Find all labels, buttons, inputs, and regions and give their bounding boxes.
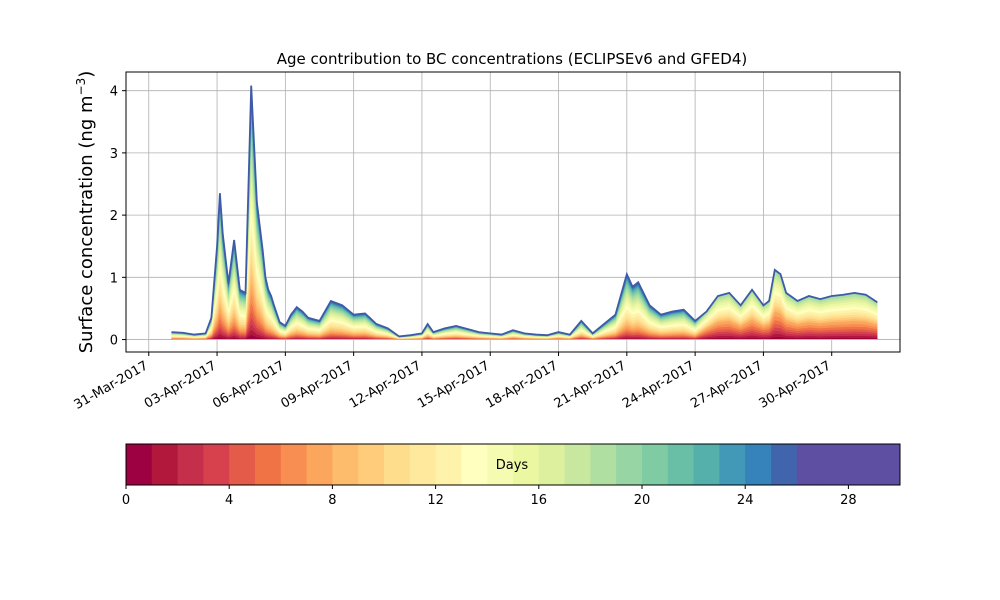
colorbar-band <box>487 444 514 485</box>
y-tick-label: 3 <box>110 147 118 162</box>
x-tick-label: 09-Apr-2017 <box>279 358 356 411</box>
x-tick-label: 24-Apr-2017 <box>620 358 697 411</box>
colorbar-band <box>564 444 591 485</box>
colorbar-tick-label: 8 <box>328 493 336 508</box>
x-tick-label: 12-Apr-2017 <box>347 358 424 411</box>
colorbar-band <box>538 444 566 485</box>
plot-frame <box>125 71 901 353</box>
colorbar-band <box>693 444 720 485</box>
colorbar-band <box>358 444 385 485</box>
colorbar-band <box>796 444 824 485</box>
colorbar-band <box>771 444 798 485</box>
colorbar-band <box>848 444 875 485</box>
x-tick-label: 31-Mar-2017 <box>72 358 151 412</box>
colorbar-tick-label: 4 <box>225 493 233 508</box>
colorbar-frame <box>125 443 901 486</box>
colorbar-band <box>435 444 462 485</box>
y-axis-label: Surface concentration (ng m−3) <box>74 71 97 354</box>
x-tick-label: 18-Apr-2017 <box>483 358 560 411</box>
x-tick-label: 21-Apr-2017 <box>552 358 629 411</box>
colorbar-tick-label: 20 <box>634 493 651 508</box>
colorbar-label: Days <box>496 458 529 473</box>
colorbar-tick-label: 0 <box>122 493 130 508</box>
colorbar-band <box>719 444 746 485</box>
plot-area: 31-Mar-201703-Apr-201706-Apr-201709-Apr-… <box>72 71 901 413</box>
colorbar-band <box>177 444 204 485</box>
colorbar-band <box>616 444 643 485</box>
colorbar-band <box>461 444 488 485</box>
colorbar-band <box>306 444 333 485</box>
colorbar-band <box>822 444 849 485</box>
y-tick-label: 0 <box>110 334 118 349</box>
colorbar-band <box>280 444 308 485</box>
colorbar-band <box>255 444 282 485</box>
colorbar-band <box>745 444 772 485</box>
colorbar-band <box>642 444 669 485</box>
colorbar-tick-label: 24 <box>737 493 754 508</box>
y-tick-label: 2 <box>110 209 118 224</box>
chart-title: Age contribution to BC concentrations (E… <box>277 50 748 68</box>
colorbar-band <box>409 444 437 485</box>
colorbar-band <box>874 444 901 485</box>
total-concentration-line <box>171 85 878 338</box>
colorbar-band <box>126 444 153 485</box>
colorbar-band <box>590 444 617 485</box>
colorbar-band <box>332 444 359 485</box>
colorbar: 0 4 8 12 16 20 24 28 <box>122 443 901 508</box>
colorbar-band <box>151 444 179 485</box>
colorbar-tick-label: 28 <box>840 493 857 508</box>
colorbar-band <box>513 444 540 485</box>
y-tick-label: 1 <box>110 271 118 286</box>
colorbar-tick-label: 12 <box>427 493 444 508</box>
x-tick-label: 30-Apr-2017 <box>757 358 834 411</box>
x-tick-label: 06-Apr-2017 <box>210 358 287 411</box>
colorbar-band <box>229 444 256 485</box>
colorbar-band <box>384 444 411 485</box>
x-tick-label: 15-Apr-2017 <box>415 358 492 411</box>
y-tick-label: 4 <box>110 85 118 100</box>
y-axis-label-text: Surface concentration (ng m−3) <box>74 71 97 354</box>
x-tick-label: 03-Apr-2017 <box>142 358 219 411</box>
colorbar-band <box>203 444 230 485</box>
colorbar-band <box>667 444 695 485</box>
x-tick-label: 27-Apr-2017 <box>688 358 765 411</box>
colorbar-tick-label: 16 <box>531 493 548 508</box>
